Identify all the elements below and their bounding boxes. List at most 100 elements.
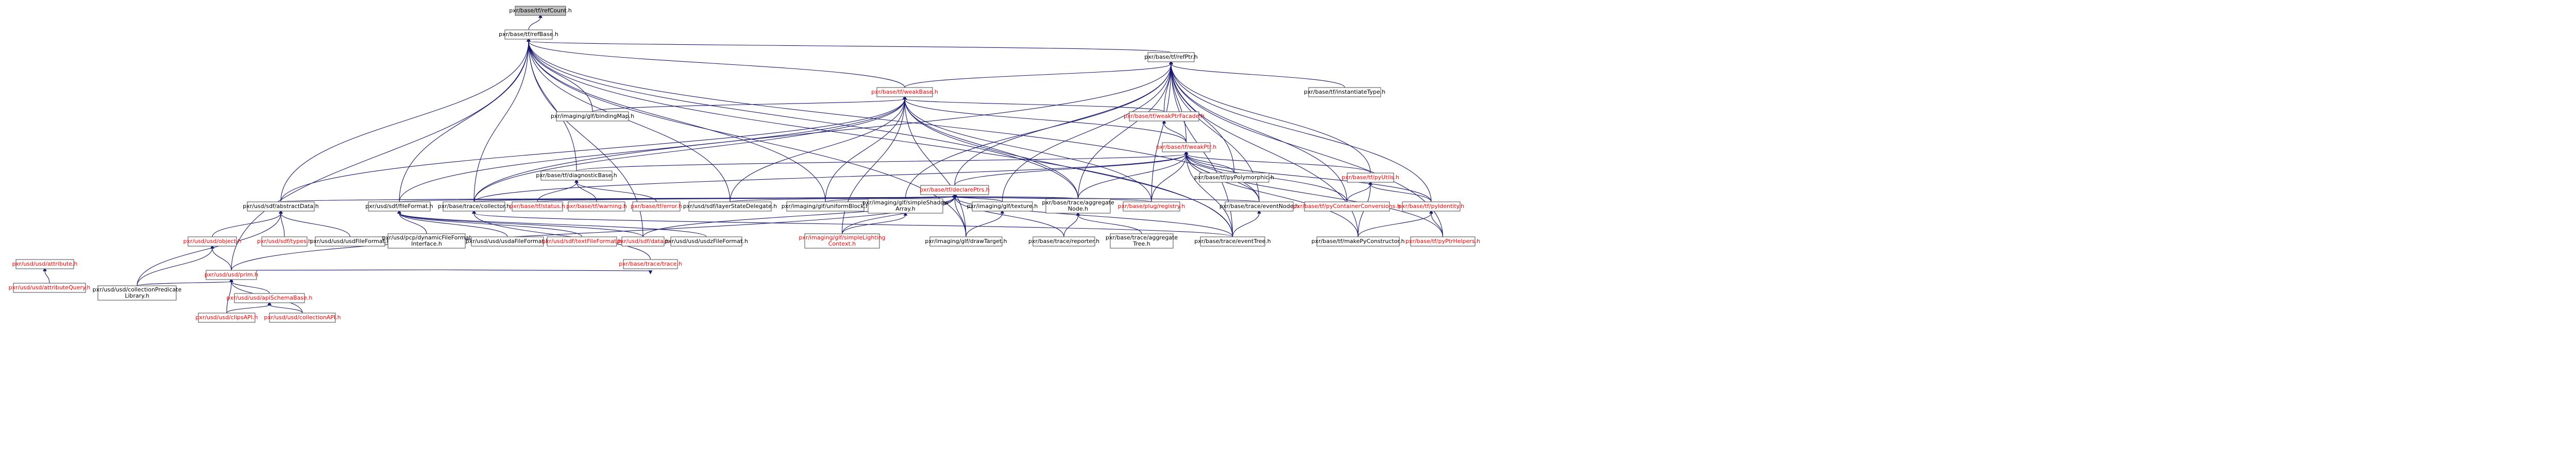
include-edge bbox=[528, 14, 543, 30]
file-node-clipsAPI[interactable]: pxr/usd/usd/clipsAPI.h bbox=[195, 313, 258, 323]
file-node-tfError[interactable]: pxr/base/tf/error.h bbox=[631, 201, 682, 212]
file-node-label: pxr/base/tf/weakPtr.h bbox=[1156, 144, 1216, 150]
file-node-label: pxr/base/tf/pyPtrHelpers.h bbox=[1405, 238, 1480, 245]
file-node-pyIdentity[interactable]: pxr/base/tf/pyIdentity.h bbox=[1398, 201, 1464, 212]
file-node-textFF[interactable]: pxr/usd/sdf/textFileFormat.h bbox=[542, 236, 622, 247]
file-node-containerConv[interactable]: pxr/base/tf/pyContainerConversions.h bbox=[1293, 201, 1401, 212]
file-node-label: pxr/usd/sdf/types.h bbox=[257, 238, 312, 245]
file-node-eventNode[interactable]: pxr/base/trace/eventNode.h bbox=[1219, 201, 1299, 212]
file-node-refPtr[interactable]: pxr/base/tf/refPtr.h bbox=[1144, 52, 1198, 62]
file-node-tfWarning[interactable]: pxr/base/tf/warning.h bbox=[566, 201, 627, 212]
include-edge bbox=[1346, 181, 1372, 202]
include-edge bbox=[953, 193, 1064, 237]
include-edge bbox=[1151, 150, 1189, 202]
include-edge bbox=[280, 95, 907, 202]
file-node-makePyCtor[interactable]: pxr/base/tf/makePyConstructor.h bbox=[1312, 236, 1405, 247]
include-edge bbox=[527, 38, 731, 202]
file-node-label: Library.h bbox=[125, 292, 149, 299]
file-node-box bbox=[868, 198, 943, 214]
include-edge bbox=[473, 38, 531, 202]
file-node-sdfData[interactable]: pxr/usd/sdf/data.h bbox=[617, 236, 669, 247]
file-node-collectionAPI[interactable]: pxr/usd/usd/collectionAPI.h bbox=[264, 313, 341, 323]
file-node-eventTree[interactable]: pxr/base/trace/eventTree.h bbox=[1194, 236, 1271, 247]
file-node-label: pxr/base/tf/pyPolymorphic.h bbox=[1194, 174, 1274, 181]
file-node-pyPolymorphic[interactable]: pxr/base/tf/pyPolymorphic.h bbox=[1194, 172, 1274, 183]
file-node-uniformBlock[interactable]: pxr/imaging/glf/uniformBlock.h bbox=[782, 201, 869, 212]
file-node-label: pxr/usd/usd/collectionPredicate bbox=[93, 286, 182, 293]
file-node-label: Array.h bbox=[895, 205, 916, 212]
file-node-traceH[interactable]: pxr/base/trace/trace.h bbox=[619, 259, 682, 269]
file-node-tfStatus[interactable]: pxr/base/tf/status.h bbox=[510, 201, 565, 212]
file-node-plugRegistry[interactable]: pxr/base/plug/registry.h bbox=[1118, 201, 1185, 212]
include-edge bbox=[473, 60, 1173, 202]
file-node-usdFileFormat[interactable]: pxr/usd/usd/usdFileFormat.h bbox=[310, 236, 391, 247]
include-edge bbox=[137, 245, 214, 286]
file-node-refCount[interactable]: pxr/base/tf/refCount.h bbox=[509, 6, 572, 16]
file-node-label: pxr/base/tf/diagnosticBase.h bbox=[536, 172, 617, 179]
file-node-label: Interface.h bbox=[411, 240, 442, 247]
include-edge bbox=[1358, 210, 1433, 237]
include-edge bbox=[527, 38, 1260, 202]
file-node-box bbox=[1304, 201, 1390, 212]
file-node-apiSchemaBase[interactable]: pxr/usd/usd/apiSchemaBase.h bbox=[227, 293, 313, 303]
file-node-collector[interactable]: pxr/base/trace/collector.h bbox=[438, 201, 511, 212]
file-node-box bbox=[387, 233, 466, 249]
file-node-label: pxr/usd/usd/attributeQuery.h bbox=[9, 284, 91, 291]
file-node-label: pxr/base/tf/pyIdentity.h bbox=[1398, 203, 1464, 210]
file-node-glfTexture[interactable]: pxr/imaging/glf/texture.h bbox=[967, 201, 1038, 212]
file-node-refBase[interactable]: pxr/base/tf/refBase.h bbox=[499, 29, 558, 40]
file-node-abstractData[interactable]: pxr/usd/sdf/abstractData.h bbox=[243, 201, 319, 212]
file-node-declarePtrs[interactable]: pxr/base/tf/declarePtrs.h bbox=[920, 185, 990, 195]
file-node-weakPtrFacade[interactable]: pxr/base/tf/weakPtrFacade.h bbox=[1124, 111, 1205, 122]
file-node-bindingMap[interactable]: pxr/imaging/glf/bindingMap.h bbox=[551, 111, 634, 122]
file-node-usdzFF[interactable]: pxr/usd/usd/usdzFileFormat.h bbox=[665, 236, 748, 247]
file-node-layerStateDelegate[interactable]: pxr/usd/sdf/layerStateDelegate.h bbox=[683, 201, 777, 212]
include-edge bbox=[399, 38, 531, 202]
file-node-weakBase[interactable]: pxr/base/tf/weakBase.h bbox=[871, 87, 938, 97]
file-node-usdObject[interactable]: pxr/usd/usd/object.h bbox=[183, 236, 242, 247]
file-node-instantiateType[interactable]: pxr/base/tf/instantiateType.h bbox=[1304, 87, 1385, 97]
file-node-box bbox=[1110, 233, 1174, 249]
include-edge bbox=[1077, 150, 1189, 199]
file-node-usdAttribute[interactable]: pxr/usd/usd/attribute.h bbox=[12, 259, 78, 269]
file-node-drawTarget[interactable]: pxr/imaging/glf/drawTarget.h bbox=[925, 236, 1007, 247]
file-node-label: pxr/imaging/glf/simpleShadow bbox=[862, 199, 948, 206]
include-edge bbox=[905, 60, 1173, 199]
file-nodes: pxr/base/tf/refCount.h pxr/base/tf/refBas… bbox=[9, 6, 1480, 323]
include-edge bbox=[574, 179, 657, 202]
file-node-reporter[interactable]: pxr/base/trace/reporter.h bbox=[1028, 236, 1099, 247]
include-edge bbox=[965, 210, 1005, 237]
file-node-pyUtils[interactable]: pxr/base/tf/pyUtils.h bbox=[1342, 172, 1399, 183]
file-node-label: pxr/base/plug/registry.h bbox=[1118, 203, 1185, 210]
file-node-box bbox=[786, 201, 865, 212]
file-node-pyPtrHelpers[interactable]: pxr/base/tf/pyPtrHelpers.h bbox=[1405, 236, 1480, 247]
include-edge bbox=[527, 38, 905, 88]
include-edge bbox=[1076, 212, 1142, 234]
include-edge bbox=[903, 95, 1079, 199]
file-node-label: pxr/base/tf/refCount.h bbox=[509, 7, 572, 14]
include-edge bbox=[903, 95, 967, 237]
include-edge bbox=[527, 38, 826, 202]
file-node-usdPrim[interactable]: pxr/usd/usd/prim.h bbox=[205, 270, 258, 280]
file-node-weakPtr[interactable]: pxr/base/tf/weakPtr.h bbox=[1156, 142, 1216, 152]
file-node-box bbox=[804, 233, 880, 249]
file-node-label: pxr/base/tf/makePyConstructor.h bbox=[1312, 238, 1405, 245]
include-edge bbox=[953, 193, 967, 237]
file-node-box bbox=[1123, 201, 1180, 212]
file-node-sdfFileFormat[interactable]: pxr/usd/sdf/fileFormat.h bbox=[365, 201, 433, 212]
include-edge bbox=[397, 210, 643, 237]
file-node-sdfTypes[interactable]: pxr/usd/sdf/types.h bbox=[257, 236, 312, 247]
file-node-box bbox=[1147, 52, 1195, 62]
file-node-box bbox=[269, 313, 336, 323]
file-node-attributeQuery[interactable]: pxr/usd/usd/attributeQuery.h bbox=[9, 283, 91, 293]
file-node-box bbox=[1402, 201, 1461, 212]
file-node-diagnosticBase[interactable]: pxr/base/tf/diagnosticBase.h bbox=[536, 170, 617, 181]
file-node-usdaFF[interactable]: pxr/usd/usd/usdaFileFormat.h bbox=[466, 236, 550, 247]
include-edge bbox=[954, 60, 1173, 186]
